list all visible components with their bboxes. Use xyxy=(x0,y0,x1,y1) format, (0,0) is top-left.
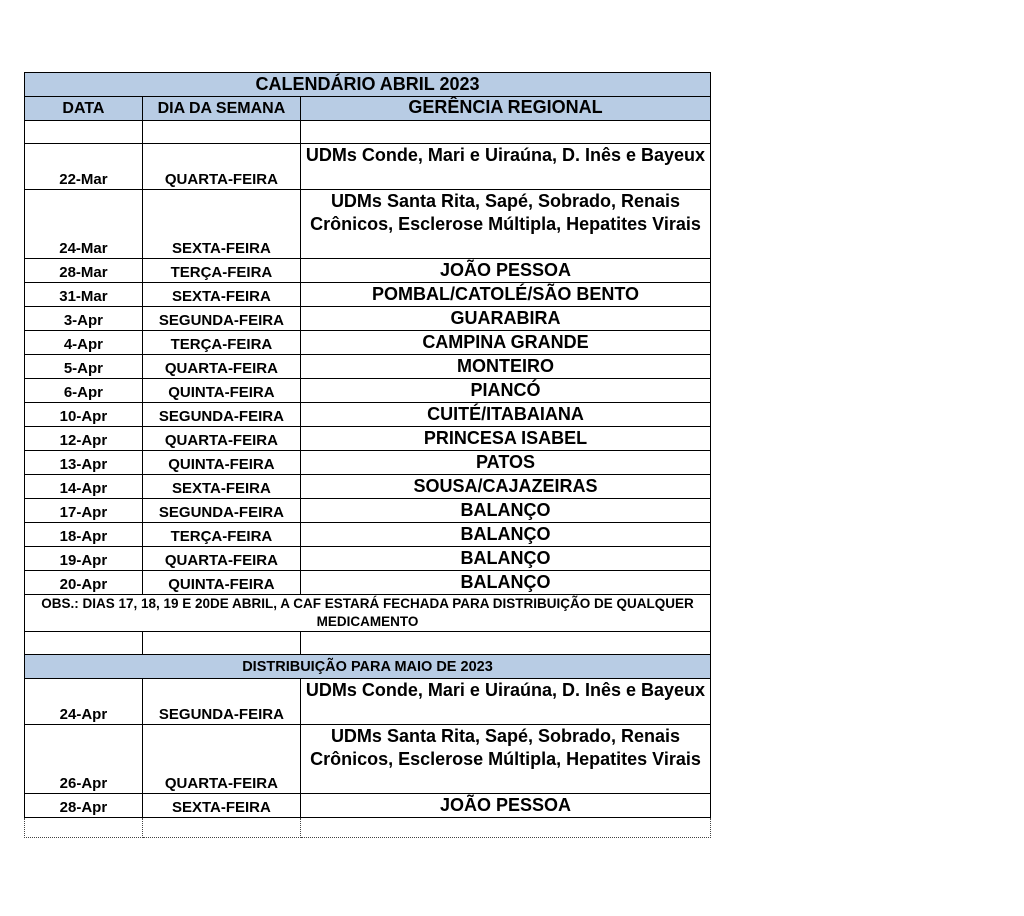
table-row: 6-Apr QUINTA-FEIRA PIANCÓ xyxy=(24,378,712,403)
table-row: 3-Apr SEGUNDA-FEIRA GUARABIRA xyxy=(24,306,712,331)
table-row: 17-Apr SEGUNDA-FEIRA BALANÇO xyxy=(24,498,712,523)
day-cell: QUARTA-FEIRA xyxy=(141,143,301,190)
region-cell: JOÃO PESSOA xyxy=(299,258,712,283)
day-cell: QUINTA-FEIRA xyxy=(141,378,301,403)
header-day: DIA DA SEMANA xyxy=(141,96,301,121)
day-cell: QUINTA-FEIRA xyxy=(141,450,301,475)
table-row: 28-Apr SEXTA-FEIRA JOÃO PESSOA xyxy=(24,793,712,818)
date-cell: 4-Apr xyxy=(24,330,143,355)
date-cell: 13-Apr xyxy=(24,450,143,475)
table-row: 24-Apr SEGUNDA-FEIRA UDMs Conde, Mari e Ui… xyxy=(24,678,712,725)
region-cell: PATOS xyxy=(299,450,712,475)
region-cell: PRINCESA ISABEL xyxy=(299,426,712,451)
empty-row xyxy=(24,817,712,838)
region-cell: POMBAL/CATOLÉ/SÃO BENTO xyxy=(299,282,712,307)
region-cell: UDMs Santa Rita, Sapé, Sobrado, Renais C… xyxy=(299,189,712,259)
day-cell: SEXTA-FEIRA xyxy=(141,189,301,259)
date-cell: 24-Apr xyxy=(24,678,143,725)
table-row: 22-Mar QUARTA-FEIRA UDMs Conde, Mari e Uir… xyxy=(24,143,712,190)
region-cell: BALANÇO xyxy=(299,522,712,547)
region-cell: UDMs Santa Rita, Sapé, Sobrado, Renais C… xyxy=(299,724,712,794)
table-row: 14-Apr SEXTA-FEIRA SOUSA/CAJAZEIRAS xyxy=(24,474,712,499)
table-row: 24-Mar SEXTA-FEIRA UDMs Santa Rita, Sapé, … xyxy=(24,189,712,259)
table-row: 13-Apr QUINTA-FEIRA PATOS xyxy=(24,450,712,475)
day-cell: SEGUNDA-FEIRA xyxy=(141,498,301,523)
region-cell: PIANCÓ xyxy=(299,378,712,403)
day-cell: QUARTA-FEIRA xyxy=(141,724,301,794)
table-row: 18-Apr TERÇA-FEIRA BALANÇO xyxy=(24,522,712,547)
table-row: 12-Apr QUARTA-FEIRA PRINCESA ISABEL xyxy=(24,426,712,451)
date-cell: 14-Apr xyxy=(24,474,143,499)
region-cell: CUITÉ/ITABAIANA xyxy=(299,402,712,427)
table-row: 19-Apr QUARTA-FEIRA BALANÇO xyxy=(24,546,712,571)
region-cell: GUARABIRA xyxy=(299,306,712,331)
may-title: DISTRIBUIÇÃO PARA MAIO DE 2023 xyxy=(24,654,711,679)
day-cell: SEXTA-FEIRA xyxy=(141,282,301,307)
table-row: 5-Apr QUARTA-FEIRA MONTEIRO xyxy=(24,354,712,379)
day-cell: TERÇA-FEIRA xyxy=(141,258,301,283)
date-cell: 20-Apr xyxy=(24,570,143,595)
region-cell: UDMs Conde, Mari e Uiraúna, D. Inês e Ba… xyxy=(299,678,712,725)
obs-note: OBS.: DIAS 17, 18, 19 E 20DE ABRIL, A CA… xyxy=(24,594,711,632)
region-cell: UDMs Conde, Mari e Uiraúna, D. Inês e Ba… xyxy=(299,143,712,190)
region-cell: BALANÇO xyxy=(299,570,712,595)
table-row: 4-Apr TERÇA-FEIRA CAMPINA GRANDE xyxy=(24,330,712,355)
date-cell: 31-Mar xyxy=(24,282,143,307)
date-cell: 22-Mar xyxy=(24,143,143,190)
day-cell: SEGUNDA-FEIRA xyxy=(141,306,301,331)
day-cell: QUINTA-FEIRA xyxy=(141,570,301,595)
header-date: DATA xyxy=(24,96,143,121)
calendar-title: CALENDÁRIO ABRIL 2023 xyxy=(24,72,711,97)
region-cell: BALANÇO xyxy=(299,498,712,523)
header-region: GERÊNCIA REGIONAL xyxy=(299,96,712,121)
table-row: 26-Apr QUARTA-FEIRA UDMs Santa Rita, Sapé,… xyxy=(24,724,712,794)
region-cell: BALANÇO xyxy=(299,546,712,571)
date-cell: 10-Apr xyxy=(24,402,143,427)
region-cell: SOUSA/CAJAZEIRAS xyxy=(299,474,712,499)
date-cell: 6-Apr xyxy=(24,378,143,403)
empty-row xyxy=(24,631,712,655)
date-cell: 12-Apr xyxy=(24,426,143,451)
region-cell: CAMPINA GRANDE xyxy=(299,330,712,355)
empty-row xyxy=(24,120,712,144)
date-cell: 28-Mar xyxy=(24,258,143,283)
table-row: 10-Apr SEGUNDA-FEIRA CUITÉ/ITABAIANA xyxy=(24,402,712,427)
day-cell: TERÇA-FEIRA xyxy=(141,522,301,547)
date-cell: 5-Apr xyxy=(24,354,143,379)
date-cell: 3-Apr xyxy=(24,306,143,331)
day-cell: QUARTA-FEIRA xyxy=(141,546,301,571)
table-row: 20-Apr QUINTA-FEIRA BALANÇO xyxy=(24,570,712,595)
table-row: 31-Mar SEXTA-FEIRA POMBAL/CATOLÉ/SÃO BENTO xyxy=(24,282,712,307)
date-cell: 24-Mar xyxy=(24,189,143,259)
day-cell: TERÇA-FEIRA xyxy=(141,330,301,355)
date-cell: 26-Apr xyxy=(24,724,143,794)
day-cell: QUARTA-FEIRA xyxy=(141,354,301,379)
date-cell: 17-Apr xyxy=(24,498,143,523)
day-cell: SEXTA-FEIRA xyxy=(141,474,301,499)
region-cell: MONTEIRO xyxy=(299,354,712,379)
region-cell: JOÃO PESSOA xyxy=(299,793,712,818)
day-cell: QUARTA-FEIRA xyxy=(141,426,301,451)
calendar-table: CALENDÁRIO ABRIL 2023 DATA DIA DA SEMANA… xyxy=(24,72,712,838)
date-cell: 28-Apr xyxy=(24,793,143,818)
date-cell: 18-Apr xyxy=(24,522,143,547)
day-cell: SEXTA-FEIRA xyxy=(141,793,301,818)
day-cell: SEGUNDA-FEIRA xyxy=(141,402,301,427)
date-cell: 19-Apr xyxy=(24,546,143,571)
day-cell: SEGUNDA-FEIRA xyxy=(141,678,301,725)
table-row: 28-Mar TERÇA-FEIRA JOÃO PESSOA xyxy=(24,258,712,283)
